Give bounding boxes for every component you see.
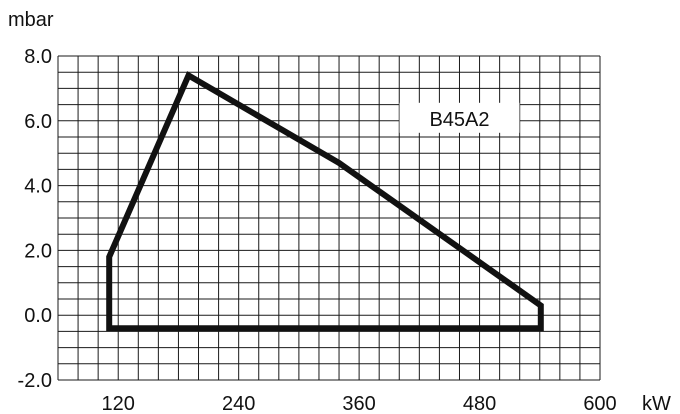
data-layer — [106, 71, 544, 332]
y-tick-label: 2.0 — [24, 240, 52, 262]
y-tick-label: 8.0 — [24, 46, 52, 68]
series-outline — [106, 71, 544, 332]
x-tick-label: 240 — [222, 393, 255, 414]
x-tick-label: 480 — [463, 393, 496, 414]
y-tick-label: -2.0 — [18, 370, 52, 392]
annotation-background — [399, 102, 520, 133]
y-tick-label: 4.0 — [24, 176, 52, 198]
y-axis-unit: mbar — [8, 9, 54, 31]
x-tick-label: 120 — [102, 393, 135, 414]
x-tick-label: 360 — [342, 393, 375, 414]
y-tick-label: 0.0 — [24, 305, 52, 327]
annotations: B45A2 — [399, 102, 520, 133]
x-tick-label: 600 — [583, 393, 616, 414]
y-tick-label: 6.0 — [24, 111, 52, 133]
tick-labels: -2.0 0.0 2.0 4.0 6.0 8.0 120 240 360 480 600 — [18, 46, 617, 414]
x-axis-unit: kW — [642, 393, 671, 414]
series-label: B45A2 — [429, 109, 489, 131]
